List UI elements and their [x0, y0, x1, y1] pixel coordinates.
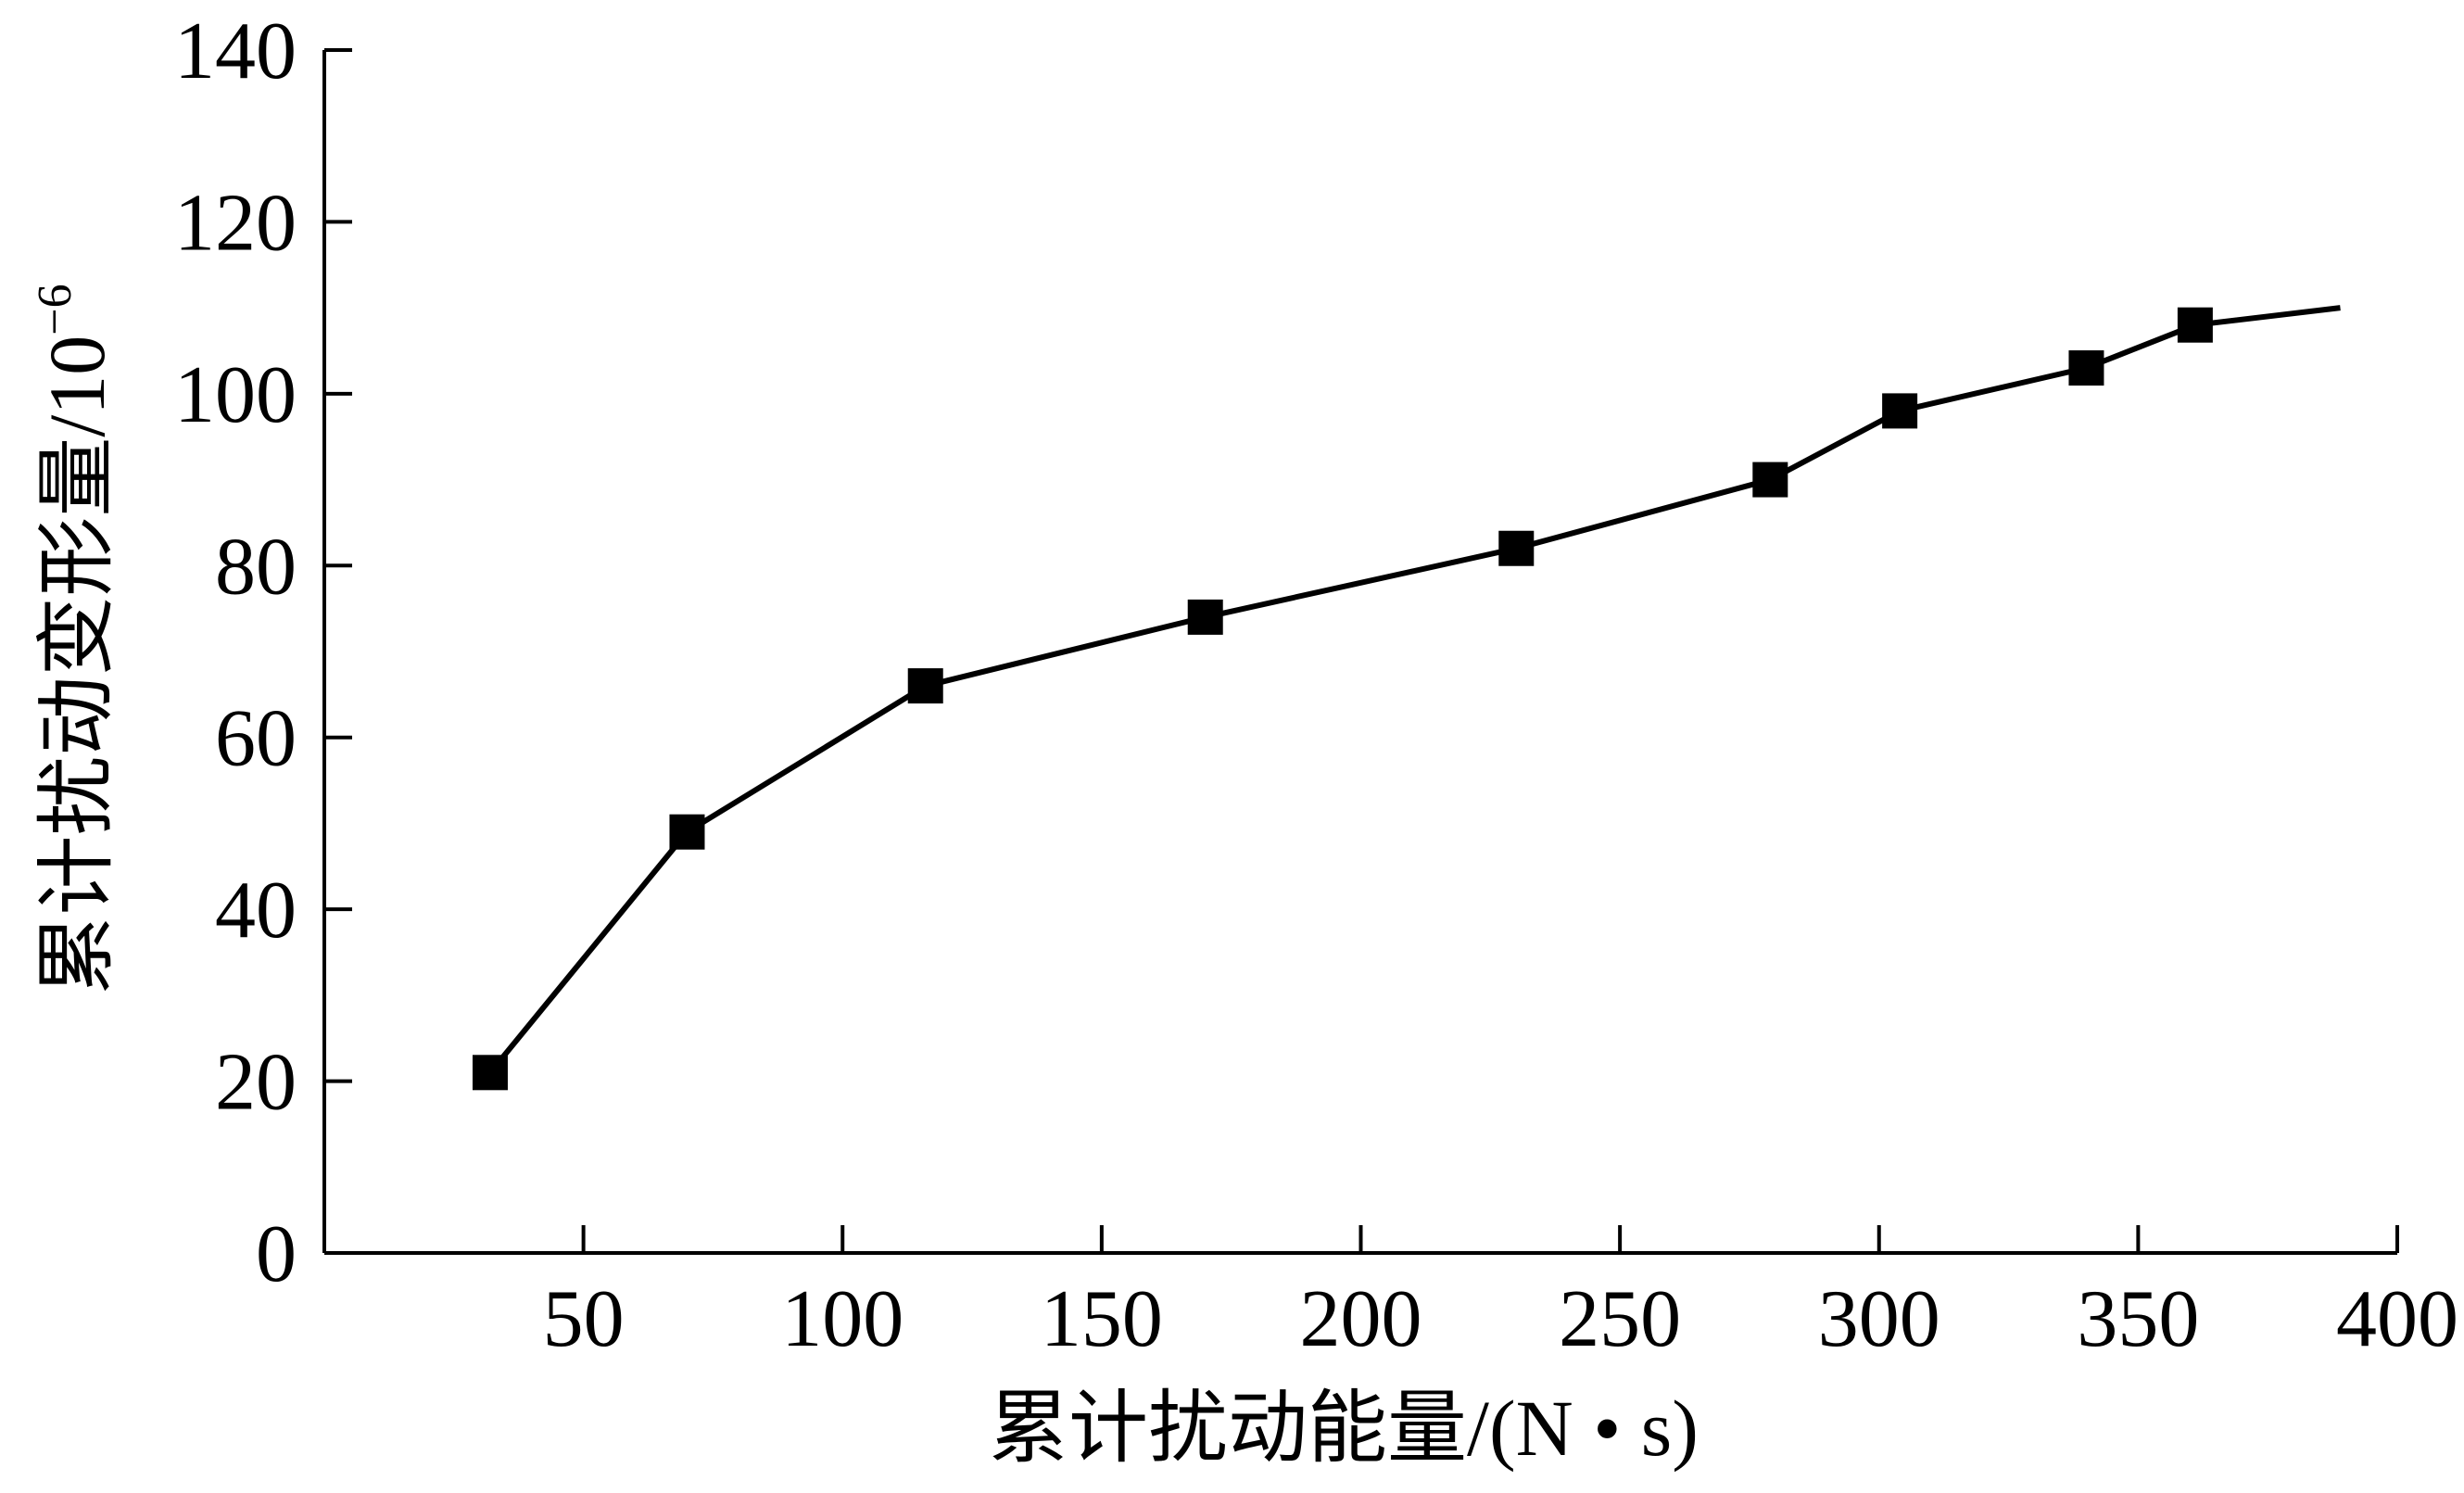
- data-point-marker: [1752, 462, 1788, 498]
- series-line-path: [487, 305, 2341, 1075]
- y-tick-label: 120: [174, 178, 297, 268]
- x-tick-label: 150: [1041, 1274, 1163, 1364]
- x-tick-label: 200: [1300, 1274, 1422, 1364]
- y-axis-label-exponent: −6: [29, 284, 82, 335]
- x-tick-label: 400: [2336, 1274, 2458, 1364]
- y-tick-label: 20: [215, 1038, 297, 1128]
- y-tick-label: 40: [215, 866, 297, 955]
- y-axis-label-main: 累计扰动变形量/10: [32, 335, 121, 995]
- x-tick-label: 100: [781, 1274, 903, 1364]
- data-point-marker: [669, 814, 705, 850]
- x-axis-ticks: 50 100 150 200 250 300 350 400: [543, 1225, 2458, 1364]
- axes: [322, 50, 2397, 1255]
- x-tick-label: 300: [1818, 1274, 1940, 1364]
- data-point-marker: [1498, 530, 1535, 566]
- y-tick-label: 60: [215, 694, 297, 784]
- data-point-marker: [907, 668, 943, 704]
- y-axis-label: 累计扰动变形量/10−6: [29, 284, 121, 994]
- x-tick-label: 250: [1559, 1274, 1681, 1364]
- data-point-marker: [472, 1055, 508, 1091]
- series-line: [487, 305, 2341, 1075]
- x-axis-label: 累计扰动能量/(N • s): [989, 1384, 1699, 1473]
- series-markers: [472, 307, 2213, 1091]
- data-point-marker: [2177, 307, 2213, 343]
- x-tick-label: 50: [543, 1274, 625, 1364]
- data-point-marker: [1187, 599, 1223, 635]
- data-point-marker: [1882, 393, 1918, 429]
- data-point-marker: [2068, 350, 2104, 386]
- y-tick-label: 0: [256, 1209, 297, 1299]
- y-tick-label: 140: [174, 6, 297, 96]
- y-axis-ticks: 0 20 40 60 80 100 120 140: [174, 6, 352, 1299]
- x-tick-label: 350: [2077, 1274, 2199, 1364]
- y-tick-label: 80: [215, 522, 297, 612]
- y-tick-label: 100: [174, 350, 297, 440]
